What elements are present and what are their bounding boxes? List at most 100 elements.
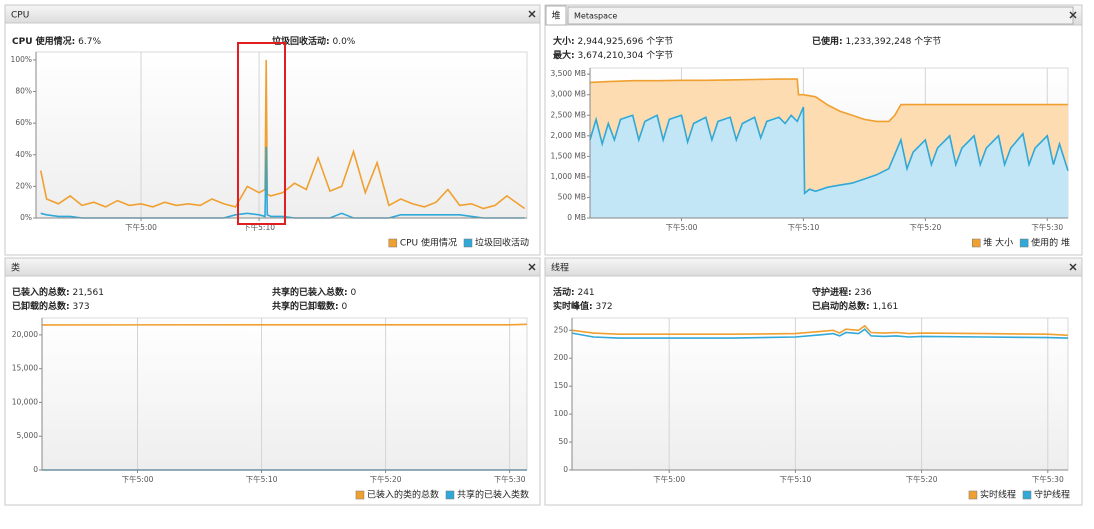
y-tick-label: 3,000 MB: [551, 90, 586, 99]
legend-swatch: [968, 490, 978, 500]
panel-title: 类: [11, 262, 20, 274]
plot-area: [35, 51, 528, 219]
x-tick-label: 下午5:00: [666, 222, 698, 232]
x-tick-label: 下午5:10: [243, 222, 275, 232]
chart: 下午5:00 下午5:10 0% 20% 40% 60% 80% 100% 垃圾回收活动 CPU …: [11, 51, 529, 249]
info-value: 0: [341, 302, 347, 312]
y-tick-label: 15,000: [12, 364, 38, 373]
legend-swatch: [463, 238, 473, 248]
close-button[interactable]: [1069, 11, 1077, 19]
y-tick-label: 100%: [11, 55, 32, 64]
y-tick-label: 20%: [15, 181, 32, 190]
tab-active[interactable]: [545, 5, 567, 26]
y-tick-label: 10,000: [12, 397, 38, 406]
info-label: 已卸载的总数:: [12, 300, 70, 312]
tab[interactable]: [567, 6, 1074, 25]
y-tick-label: 2,500 MB: [551, 110, 586, 119]
info-item: 最大: 3,674,210,304 个字节: [553, 49, 673, 61]
tab-label[interactable]: 堆: [551, 11, 560, 22]
info-item: 共享的已卸载数: 0: [272, 300, 347, 312]
panel-title: CPU: [11, 11, 29, 21]
info-item: 大小: 2,944,925,696 个字节: [553, 35, 673, 47]
info-item: 共享的已装入总数: 0: [272, 286, 356, 298]
y-tick-label: 5,000: [17, 431, 39, 440]
chart: 下午5:00 下午5:10 下午5:20 下午5:30 0 50 100 150 200 250 守…: [554, 317, 1070, 501]
info-label: 实时峰值:: [553, 300, 593, 312]
y-tick-label: 20,000: [12, 330, 38, 339]
x-tick-label: 下午5:00: [125, 222, 157, 232]
info-label: 已启动的总数:: [812, 300, 870, 312]
series-line: [571, 324, 1069, 337]
y-tick-label: 3,500 MB: [551, 69, 586, 78]
chart: 下午5:00 下午5:10 下午5:20 下午5:30 0 MB 500 MB 1,000 …: [551, 67, 1070, 249]
info-value: 373: [72, 302, 89, 312]
info-value: 1,233,392,248 个字节: [845, 35, 941, 47]
x-tick-label: 下午5:20: [909, 222, 941, 232]
x-tick-label: 下午5:10: [246, 474, 278, 484]
legend-swatch: [388, 238, 398, 248]
area-fill: [590, 107, 1068, 218]
chart: 下午5:00 下午5:10 下午5:20 下午5:30 0 5,000 10,000 15,0…: [12, 317, 529, 501]
legend-label: 垃圾回收活动: [475, 237, 529, 249]
info-label: 共享的已卸载数:: [272, 300, 339, 312]
legend-swatch: [1019, 238, 1029, 248]
legend-label: CPU 使用情况: [400, 237, 457, 249]
legend-label: 守护线程: [1034, 489, 1070, 501]
close-button[interactable]: [528, 263, 536, 271]
info-label: 已装入的总数:: [12, 286, 70, 298]
y-tick-label: 150: [554, 381, 569, 390]
x-tick-label: 下午5:10: [779, 474, 811, 484]
info-item: CPU 使用情况: 6.7%: [12, 35, 101, 47]
x-tick-label: 下午5:00: [653, 474, 685, 484]
legend-swatch: [445, 490, 455, 500]
info-label: CPU 使用情况:: [12, 35, 75, 47]
info-label: 守护进程:: [812, 286, 852, 298]
plot-area: [571, 317, 1069, 471]
legend-label: 实时线程: [980, 489, 1016, 501]
legend-label: 共享的已装入类数: [457, 489, 529, 501]
info-value: 0.0%: [332, 37, 355, 47]
y-tick-label: 0: [563, 465, 568, 474]
info-value: 372: [595, 302, 612, 312]
x-tick-label: 下午5:30: [1031, 222, 1063, 232]
close-button[interactable]: [528, 10, 536, 18]
y-tick-label: 500 MB: [558, 192, 586, 201]
y-tick-label: 50: [558, 437, 568, 446]
title-bar: [4, 257, 541, 277]
info-item: 活动: 241: [553, 286, 595, 298]
info-item: 已装入的总数: 21,561: [12, 286, 104, 298]
y-tick-label: 80%: [15, 87, 32, 96]
info-label: 最大:: [553, 49, 575, 61]
plot-area: [41, 317, 528, 471]
x-tick-label: 下午5:00: [122, 474, 154, 484]
info-item: 守护进程: 236: [812, 286, 872, 298]
title-bar: [544, 257, 1083, 277]
y-tick-label: 60%: [15, 118, 32, 127]
y-tick-label: 200: [554, 353, 569, 362]
y-tick-label: 40%: [15, 150, 32, 159]
series-line: [41, 323, 528, 326]
y-tick-label: 1,500 MB: [551, 151, 586, 160]
legend-label: 堆 大小: [983, 237, 1013, 249]
legend-swatch: [972, 238, 981, 248]
title-bar: [4, 4, 541, 24]
info-label: 大小:: [553, 35, 575, 47]
info-label: 垃圾回收活动:: [272, 35, 330, 47]
info-value: 6.7%: [78, 37, 101, 47]
info-item: 实时峰值: 372: [553, 300, 613, 312]
series-line: [589, 78, 1068, 123]
close-button[interactable]: [1069, 263, 1077, 271]
info-value: 3,674,210,304 个字节: [577, 49, 673, 61]
series-line: [589, 106, 1069, 195]
tab-label[interactable]: Metaspace: [574, 12, 617, 21]
x-tick-label: 下午5:10: [787, 222, 819, 232]
charts: 下午5:00 下午5:10 0% 20% 40% 60% 80% 100% 垃圾回收活动 CPU …: [11, 51, 1070, 501]
legend-swatch: [1022, 490, 1032, 500]
info-value: 236: [854, 288, 871, 298]
info-value: 2,944,925,696 个字节: [577, 35, 673, 47]
y-tick-label: 250: [554, 325, 569, 334]
y-tick-label: 0: [33, 465, 38, 474]
info-value: 241: [577, 288, 594, 298]
x-tick-label: 下午5:20: [906, 474, 938, 484]
